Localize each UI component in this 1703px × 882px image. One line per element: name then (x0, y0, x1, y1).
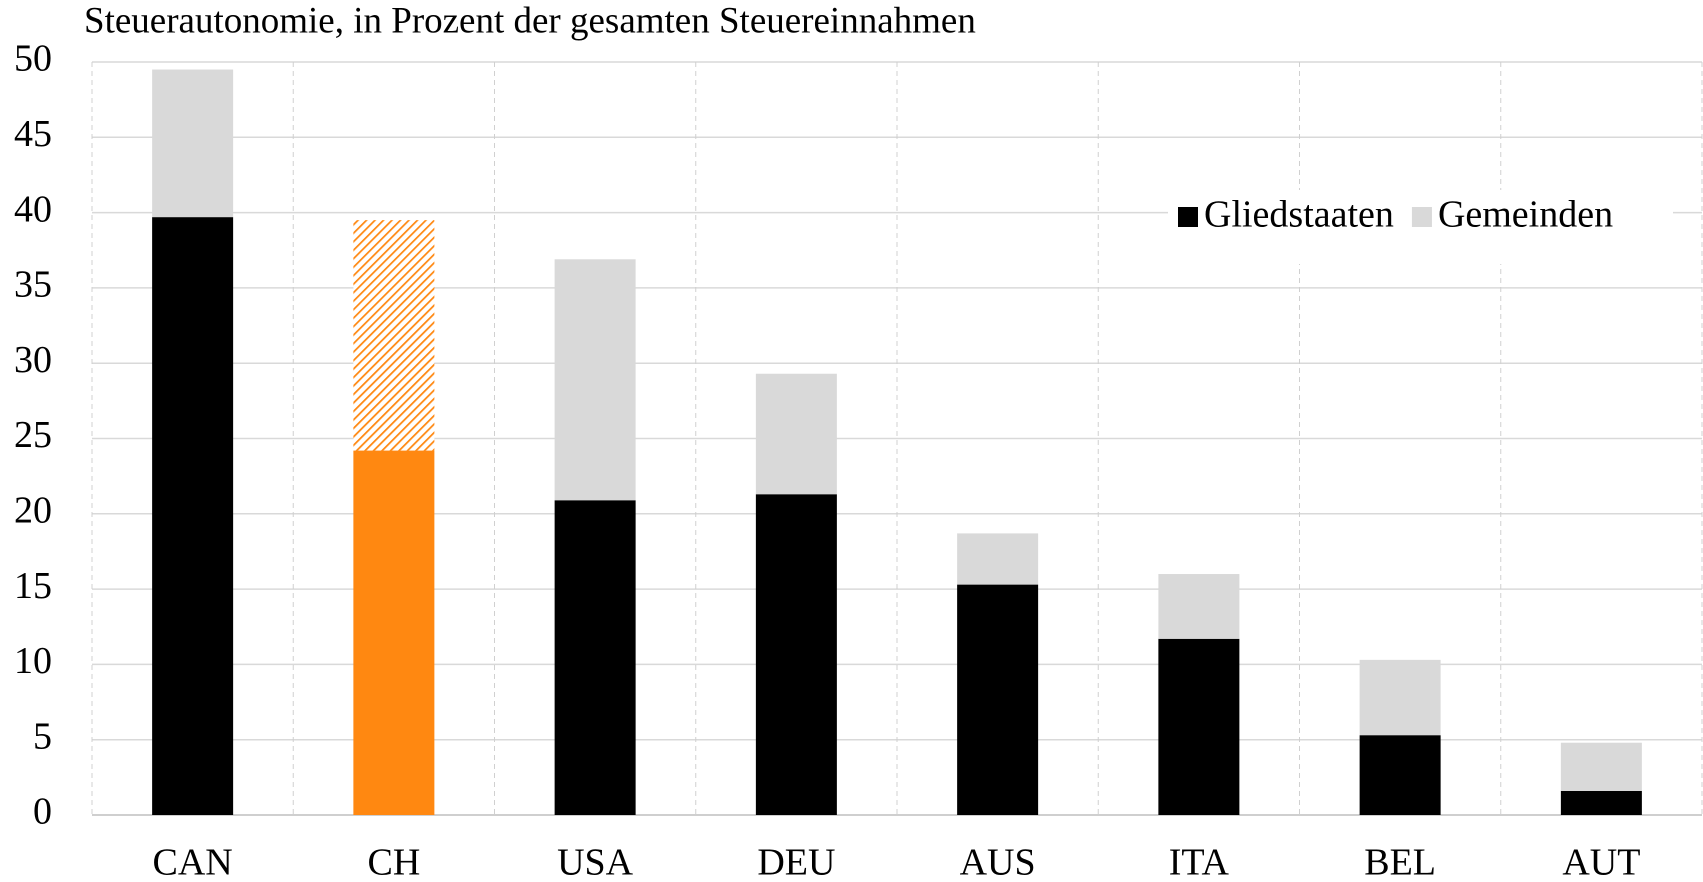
y-tick-label: 20 (14, 490, 52, 532)
bar-segment (554, 500, 636, 815)
y-tick-label: 25 (14, 414, 52, 456)
x-tick-label: USA (557, 842, 634, 882)
legend-label: Gemeinden (1438, 194, 1613, 236)
bar-segment (1359, 659, 1441, 736)
bar-segment (152, 69, 234, 218)
bar-segment (957, 584, 1039, 815)
legend-label: Gliedstaaten (1204, 194, 1394, 236)
y-tick-label: 40 (14, 188, 52, 230)
bar-segment (554, 259, 636, 501)
legend-swatch (1411, 207, 1432, 227)
x-tick-label: AUT (1562, 842, 1640, 882)
y-tick-label: 50 (14, 38, 52, 80)
x-tick-label: BEL (1364, 842, 1436, 882)
bar-segment (1560, 790, 1642, 815)
bar-segment (1560, 742, 1642, 791)
x-tick-label: AUS (960, 842, 1036, 882)
y-tick-label: 45 (14, 113, 52, 155)
bar-segment (1158, 574, 1240, 639)
chart-title: Steuerautonomie, in Prozent der gesamten… (84, 0, 976, 41)
y-tick-label: 15 (14, 565, 52, 607)
bar-segment (353, 450, 435, 815)
y-tick-label: 5 (33, 715, 52, 757)
legend-swatch (1178, 207, 1198, 227)
y-tick-label: 10 (14, 640, 52, 682)
bar-segment (1359, 735, 1441, 815)
bar-segment (353, 220, 435, 451)
bar-segment (755, 373, 837, 495)
y-tick-label: 35 (14, 264, 52, 306)
legend: Gliedstaaten Gemeinden (1168, 190, 1673, 264)
x-tick-label: DEU (757, 842, 835, 882)
bar-segment (957, 533, 1039, 585)
bar-segment (152, 217, 234, 816)
x-tick-label: CH (367, 842, 420, 882)
bar-segment (755, 494, 837, 815)
y-tick-label: 0 (33, 791, 52, 833)
x-tick-label: ITA (1169, 842, 1230, 882)
x-tick-label: CAN (153, 842, 233, 882)
bar-segment (1158, 638, 1240, 815)
y-tick-label: 30 (14, 339, 52, 381)
